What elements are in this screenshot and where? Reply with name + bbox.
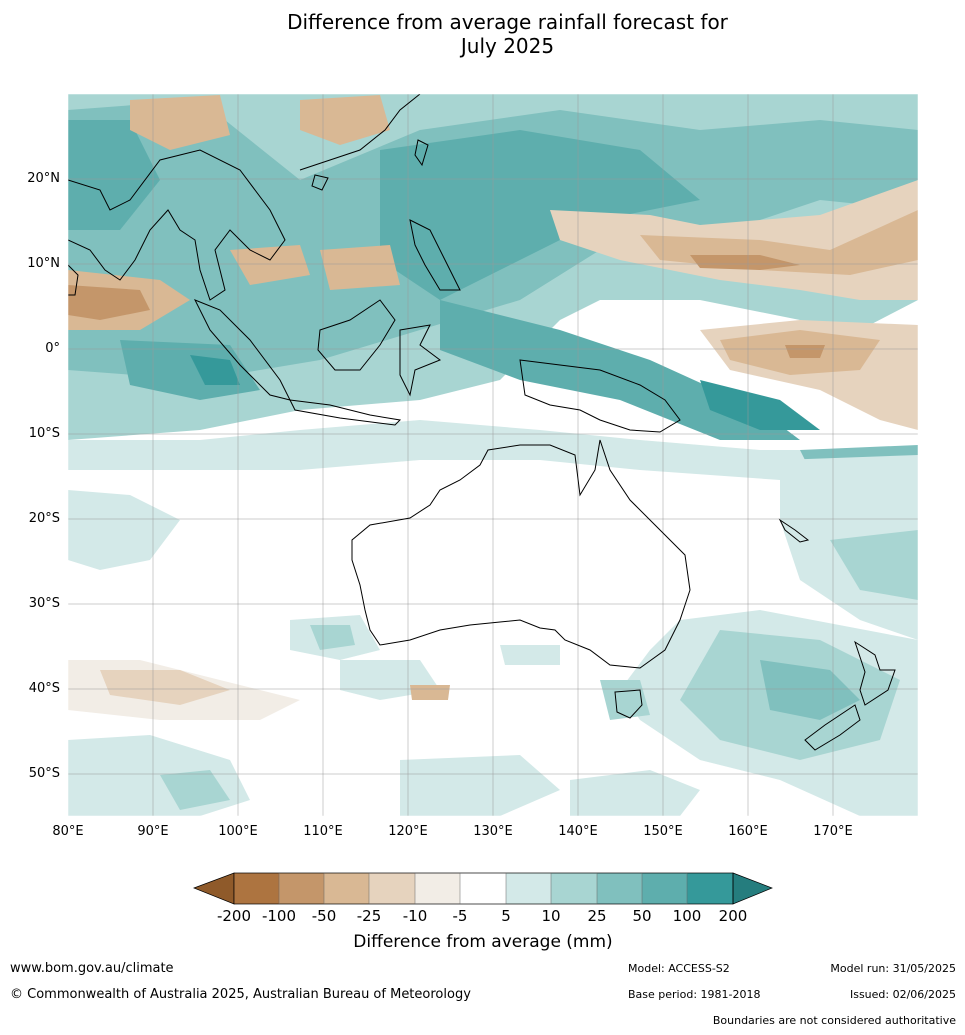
philippines-coastline — [409, 219, 461, 291]
colorbar-bin — [279, 873, 324, 904]
colorbar-tick: -10 — [402, 907, 428, 925]
colorbar — [193, 872, 773, 905]
colorbar-bin — [506, 873, 551, 904]
sulawesi-coastline — [399, 324, 442, 397]
colorbar-tick: -5 — [452, 907, 468, 925]
y-tick-label: 20°N — [27, 171, 60, 186]
y-tick-label: 10°N — [27, 256, 60, 271]
new-guinea-coastline — [519, 359, 681, 433]
java-coastline — [289, 399, 402, 426]
colorbar-tick: 200 — [718, 907, 748, 925]
colorbar-tick: -50 — [311, 907, 337, 925]
colorbar-bin — [234, 873, 279, 904]
rainfall-anomaly-shading — [68, 94, 918, 816]
new-zealand-north — [854, 640, 896, 706]
colorbar-tick: 50 — [632, 907, 652, 925]
colorbar-bin — [415, 873, 460, 904]
website-link[interactable]: www.bom.gov.au/climate — [10, 961, 174, 976]
issued-date: Issued: 02/06/2025 — [849, 988, 956, 1001]
colorbar-tick: 10 — [541, 907, 561, 925]
sri-lanka-coastline — [68, 264, 79, 296]
y-tick-label: 40°S — [28, 681, 60, 696]
colorbar-bin — [597, 873, 642, 904]
colorbar-title: Difference from average (mm) — [353, 932, 613, 952]
y-tick-label: 0° — [45, 341, 60, 356]
copyright-text: © Commonwealth of Australia 2025, Austra… — [10, 987, 471, 1002]
y-tick-label: 50°S — [28, 766, 60, 781]
title-line-1: Difference from average rainfall forecas… — [287, 10, 728, 34]
colorbar-bin — [687, 873, 733, 904]
tasmania-coastline — [614, 689, 643, 719]
map-graticule — [68, 94, 918, 816]
y-tick-label: 20°S — [28, 511, 60, 526]
hainan-coastline — [311, 174, 329, 191]
model-name: Model: ACCESS-S2 — [628, 962, 730, 975]
x-tick-label: 130°E — [473, 824, 513, 839]
colorbar-bin — [324, 873, 369, 904]
colorbar-tick: 25 — [587, 907, 607, 925]
australia-coastline — [351, 439, 691, 669]
mainland-asia-coastline — [68, 149, 286, 301]
taiwan-coastline — [414, 139, 429, 167]
new-caledonia-coastline — [778, 518, 810, 543]
y-tick-label: 10°S — [28, 426, 60, 441]
x-tick-label: 110°E — [303, 824, 343, 839]
map-title: Difference from average rainfall forecas… — [0, 10, 965, 58]
x-tick-label: 120°E — [388, 824, 428, 839]
x-tick-label: 100°E — [218, 824, 258, 839]
x-tick-label: 80°E — [52, 824, 84, 839]
y-tick-label: 30°S — [28, 596, 60, 611]
map-frame — [67, 93, 919, 817]
colorbar-tick: 5 — [501, 907, 511, 925]
x-tick-label: 90°E — [137, 824, 169, 839]
colorbar-bin — [460, 873, 506, 904]
colorbar-bin — [551, 873, 597, 904]
x-tick-label: 140°E — [558, 824, 598, 839]
new-zealand-south — [804, 704, 861, 751]
x-tick-label: 150°E — [643, 824, 683, 839]
base-period: Base period: 1981-2018 — [628, 988, 761, 1001]
colorbar-bin — [642, 873, 687, 904]
colorbar-tick: -25 — [356, 907, 382, 925]
colorbar-extend-low — [193, 872, 235, 905]
title-line-2: July 2025 — [460, 34, 555, 58]
model-run-date: Model run: 31/05/2025 — [830, 962, 956, 975]
coastlines — [68, 94, 896, 751]
colorbar-bin — [369, 873, 415, 904]
colorbar-tick: -200 — [216, 907, 252, 925]
colorbar-tick: -100 — [261, 907, 297, 925]
x-tick-label: 160°E — [728, 824, 768, 839]
colorbar-extend-high — [732, 872, 773, 905]
borneo-coastline — [317, 299, 396, 371]
x-tick-label: 170°E — [813, 824, 853, 839]
colorbar-tick: 100 — [672, 907, 702, 925]
boundaries-note: Boundaries are not considered authoritat… — [712, 1014, 956, 1027]
china-coastline — [299, 94, 421, 171]
